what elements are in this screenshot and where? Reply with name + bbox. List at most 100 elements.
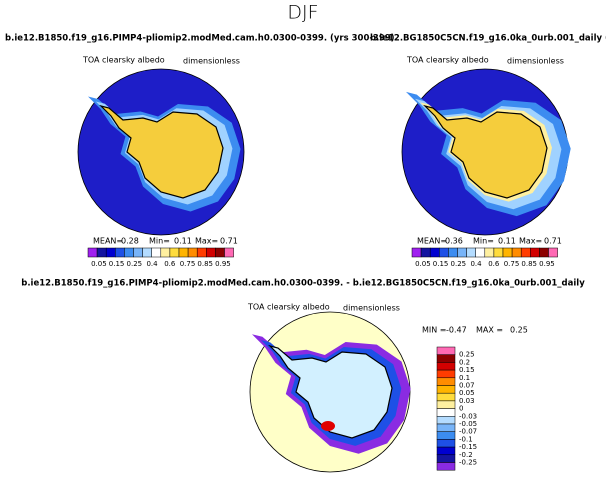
- colorbar-box: [436, 462, 456, 471]
- colorbar-label: 0.03: [459, 397, 475, 405]
- colorbar-box: [96, 247, 107, 258]
- variable: TOA clearsky albedo: [406, 56, 489, 65]
- colorbar-label: -0.25: [459, 459, 477, 467]
- colorbar-label: 0.15: [109, 260, 125, 268]
- colorbar-box: [160, 247, 171, 258]
- colorbar-box: [215, 247, 225, 258]
- stat-label: Max=: [519, 237, 542, 246]
- colorbar-box: [436, 423, 456, 432]
- colorbar-label: 0.2: [459, 358, 470, 366]
- colorbar-box: [411, 247, 422, 258]
- colorbar-label: -0.1: [459, 435, 473, 443]
- colorbar-label: 0.4: [146, 260, 158, 268]
- panel-title: b.ie12.B1850.f19_g16.PIMP4-pliomip2.modM…: [21, 279, 585, 289]
- colorbar-label: -0.07: [459, 428, 477, 436]
- colorbar-label: 0.25: [127, 260, 143, 268]
- colorbar-box: [169, 247, 180, 258]
- colorbar-label: 0.25: [451, 260, 467, 268]
- colorbar-label: 0.07: [459, 382, 475, 390]
- colorbar-box: [105, 247, 116, 258]
- colorbar-box: [133, 247, 143, 258]
- colorbar-box: [436, 346, 456, 355]
- stat-value: 0.11: [174, 237, 192, 246]
- colorbar-label: 0.15: [433, 260, 449, 268]
- colorbar-label: 0.95: [215, 260, 231, 268]
- stat-value: 0.71: [220, 237, 238, 246]
- colorbar-box: [530, 247, 540, 258]
- colorbar-box: [196, 247, 207, 258]
- colorbar-box: [511, 247, 522, 258]
- colorbar-label: 0.05: [91, 260, 107, 268]
- colorbar-box: [224, 247, 234, 258]
- colorbar-box: [115, 247, 125, 258]
- colorbar-box: [429, 247, 440, 258]
- colorbar-box: [436, 416, 456, 425]
- map: [401, 68, 571, 236]
- colorbar-box: [436, 377, 456, 386]
- stat-label: MEAN=: [93, 237, 123, 246]
- colorbar-box: [539, 247, 549, 258]
- colorbar-label: 0.75: [504, 260, 520, 268]
- map: [77, 68, 245, 236]
- colorbar-label: 0.15: [459, 366, 475, 374]
- colorbar-box: [436, 369, 456, 379]
- stat-label: MIN =: [422, 326, 447, 335]
- colorbar-box: [436, 454, 456, 463]
- colorbar-box: [520, 247, 531, 258]
- colorbar-box: [124, 247, 134, 258]
- colorbar-box: [178, 247, 189, 258]
- colorbar-box: [436, 392, 456, 402]
- colorbar-label: 0.05: [415, 260, 431, 268]
- colorbar-box: [206, 247, 216, 258]
- colorbar-box: [142, 247, 152, 258]
- units: dimensionless: [507, 57, 564, 66]
- colorbar-label: 0.85: [521, 260, 537, 268]
- stat-value: 0.71: [544, 237, 562, 246]
- colorbar-label: 0.6: [488, 260, 500, 268]
- colorbar-box: [457, 247, 467, 258]
- colorbar-box: [466, 247, 476, 258]
- map: [249, 311, 411, 473]
- panel-title: b.ie12.BG1850C5CN.f19_g16.0ka_0urb.001_d…: [370, 34, 606, 44]
- stat-value: 0.11: [498, 237, 516, 246]
- figure-title: DJF: [287, 2, 318, 24]
- colorbar-label: 0.1: [459, 374, 470, 382]
- colorbar-box: [436, 408, 456, 417]
- colorbar-label: 0.25: [459, 351, 475, 359]
- colorbar-label: 0.85: [197, 260, 213, 268]
- stat-label: Max=: [195, 237, 218, 246]
- colorbar-box: [436, 431, 456, 440]
- colorbar-box: [151, 247, 162, 258]
- colorbar-box: [493, 247, 504, 258]
- colorbar-box: [439, 247, 449, 258]
- colorbar-box: [436, 439, 456, 448]
- panel-title: b.ie12.B1850.f19_g16.PIMP4-pliomip2.modM…: [5, 34, 395, 44]
- stat-label: MAX =: [476, 326, 503, 335]
- colorbar-label: 0.05: [459, 389, 475, 397]
- stat-label: Min=: [149, 237, 170, 246]
- colorbar-box: [436, 400, 456, 409]
- colorbar-box: [448, 247, 458, 258]
- stat-value: -0.47: [446, 326, 467, 335]
- colorbar-box: [436, 446, 456, 456]
- colorbar-box: [475, 247, 486, 258]
- stat-value: 0.28: [121, 237, 139, 246]
- colorbar-box: [436, 385, 456, 394]
- variable: TOA clearsky albedo: [82, 56, 165, 65]
- colorbar-label: 0.6: [164, 260, 176, 268]
- stat-value: 0.36: [445, 237, 463, 246]
- stat-value: 0.25: [510, 326, 528, 335]
- units: dimensionless: [183, 57, 240, 66]
- colorbar-label: 0.4: [470, 260, 482, 268]
- colorbar-box: [436, 354, 456, 363]
- stat-label: MEAN=: [417, 237, 447, 246]
- colorbar-label: -0.2: [459, 451, 473, 459]
- colorbar-label: -0.15: [459, 443, 477, 451]
- stat-label: Min=: [473, 237, 494, 246]
- colorbar-label: 0.95: [539, 260, 555, 268]
- colorbar-box: [548, 247, 558, 258]
- colorbar-label: 0: [459, 405, 463, 413]
- colorbar-box: [502, 247, 513, 258]
- variable: TOA clearsky albedo: [247, 303, 330, 312]
